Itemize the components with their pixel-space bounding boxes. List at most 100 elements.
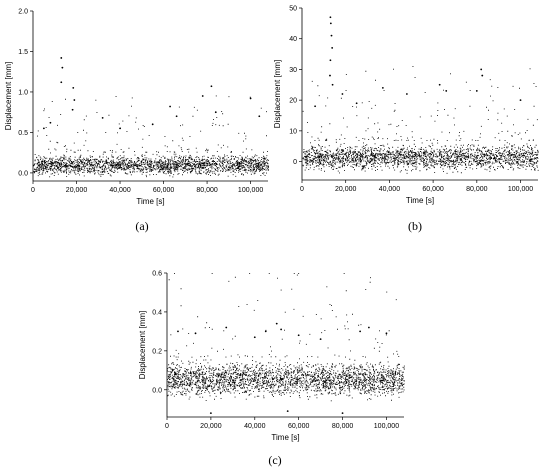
scatter-point xyxy=(210,85,213,88)
y-tick-label: 2.0 xyxy=(18,9,28,16)
scatter-point xyxy=(329,74,331,77)
scatter-point xyxy=(329,22,332,25)
scatter-point xyxy=(341,412,344,415)
scatter-point xyxy=(480,68,483,71)
scatter-point xyxy=(214,111,217,114)
scatter-point xyxy=(258,115,261,118)
y-tick-label: 40 xyxy=(289,36,297,43)
scatter-point xyxy=(194,332,197,335)
scatter-point xyxy=(275,322,278,325)
x-axis-title: Time [s] xyxy=(406,196,434,205)
scatter-noise-points xyxy=(167,273,405,402)
y-tick-label: 30 xyxy=(289,67,297,74)
scatter-point xyxy=(359,330,362,333)
scatter-point xyxy=(329,16,332,19)
scatter-point xyxy=(201,95,204,97)
y-tick-label: 0.2 xyxy=(152,348,162,355)
scatter-point xyxy=(249,97,252,100)
x-axis-title: Time [s] xyxy=(271,433,299,442)
scatter-point xyxy=(101,116,104,119)
x-tick-label: 0 xyxy=(300,186,304,193)
chart-panel-b: 0 10 20 30 40 50 0 20,000 40,000 60,000 80,000 100,… xyxy=(273,6,539,205)
y-tick-label: 0.0 xyxy=(18,170,28,177)
x-tick-label: 0 xyxy=(165,423,169,430)
x-axis-title: Time [s] xyxy=(136,197,164,206)
y-axis-title: Displacement [mm] xyxy=(4,62,13,130)
scatter-point xyxy=(314,105,317,108)
y-tick-label: 50 xyxy=(289,6,297,13)
y-axis-title: Displacement [mm] xyxy=(273,60,282,128)
scatter-point xyxy=(381,86,384,89)
x-tick-label: 20,000 xyxy=(200,423,222,430)
x-tick-label: 40,000 xyxy=(109,187,131,194)
scatter-point xyxy=(60,57,63,59)
scatter-point xyxy=(385,332,388,335)
scatter-point xyxy=(175,115,178,118)
scatter-point xyxy=(119,127,121,130)
scatter-point xyxy=(73,99,76,101)
scatter-point xyxy=(329,59,332,62)
scatter-noise-points xyxy=(302,66,539,174)
y-tick-label: 1.5 xyxy=(18,49,28,56)
y-tick-label: 0.6 xyxy=(152,271,162,278)
y-tick-label: 0.0 xyxy=(152,387,162,394)
x-tick-label: 40,000 xyxy=(244,423,266,430)
scatter-point xyxy=(209,412,212,415)
x-tick-label: 100,000 xyxy=(238,187,263,194)
scatter-point xyxy=(367,326,370,329)
y-tick-label: 20 xyxy=(289,98,297,105)
x-tick-label: 80,000 xyxy=(466,186,488,193)
chart-panel-c: 0.0 0.2 0.4 0.6 0 20,000 40,000 60,000 80,000 100… xyxy=(138,271,405,442)
scatter-point xyxy=(475,90,478,92)
scatter-point xyxy=(319,338,322,341)
scatter-point xyxy=(331,47,334,49)
scatter-point xyxy=(72,87,75,89)
scatter-point xyxy=(519,99,522,102)
panel-label-c: (c) xyxy=(268,453,281,467)
scatter-point xyxy=(331,83,334,86)
scatter-noise-points xyxy=(33,95,269,178)
scatter-point xyxy=(60,81,63,84)
x-tick-label: 60,000 xyxy=(288,423,310,430)
scatter-point xyxy=(330,34,333,37)
y-tick-label: 1.0 xyxy=(18,89,28,96)
scatter-point xyxy=(71,108,74,111)
panel-label-b: (b) xyxy=(408,219,422,233)
x-tick-label: 60,000 xyxy=(153,187,175,194)
scatter-point xyxy=(445,90,448,92)
y-tick-label: 10 xyxy=(289,128,297,135)
x-tick-label: 20,000 xyxy=(335,186,357,193)
scatter-point xyxy=(264,330,267,333)
scatter-point xyxy=(49,121,52,124)
y-tick-label: 0 xyxy=(293,159,297,166)
panel-label-a: (a) xyxy=(135,219,148,233)
scatter-point xyxy=(297,334,300,337)
x-tick-label: 60,000 xyxy=(422,186,444,193)
x-tick-label: 0 xyxy=(31,187,35,194)
scatter-point xyxy=(151,123,154,126)
scatter-point xyxy=(253,336,256,339)
x-tick-label: 40,000 xyxy=(379,186,401,193)
scatter-point xyxy=(405,93,408,95)
scatter-point xyxy=(286,410,289,413)
scatter-point xyxy=(355,102,358,105)
x-tick-label: 80,000 xyxy=(196,187,218,194)
chart-panel-a: 0.0 0.5 1.0 1.5 2.0 0 20,000 40,000 60,000 80,000… xyxy=(4,9,269,206)
x-tick-label: 20,000 xyxy=(66,187,88,194)
y-tick-label: 0.4 xyxy=(152,309,162,316)
scatter-point xyxy=(481,74,484,77)
scatter-point xyxy=(280,328,283,331)
scatter-point xyxy=(341,93,344,95)
scatter-point xyxy=(42,127,45,130)
scatter-point xyxy=(225,326,228,329)
scatter-point xyxy=(438,83,441,86)
y-axis-title: Displacement [mm] xyxy=(138,311,147,379)
y-tick-label: 0.5 xyxy=(18,130,28,137)
scatter-point xyxy=(177,330,179,333)
scatter-point xyxy=(169,105,171,108)
x-tick-label: 100,000 xyxy=(374,423,399,430)
x-tick-label: 100,000 xyxy=(508,186,533,193)
scatter-point xyxy=(61,66,64,69)
x-tick-label: 80,000 xyxy=(332,423,354,430)
